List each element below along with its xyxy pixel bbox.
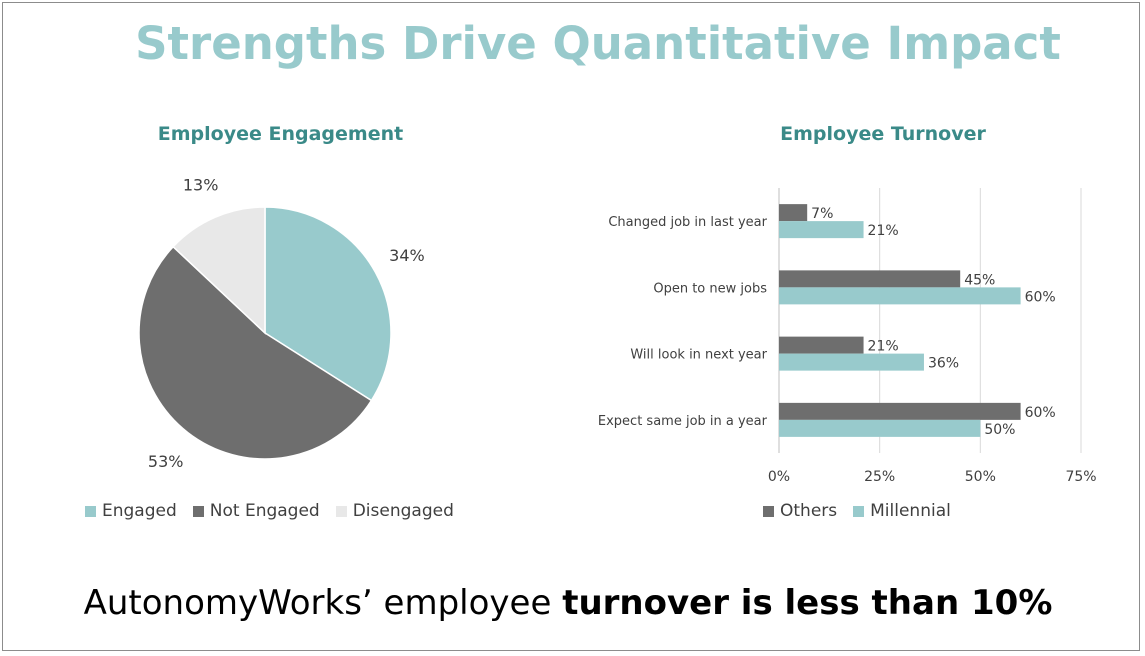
bar-millennial-open-to-new-jobs [779, 287, 1021, 305]
bar-millennial-changed-job-in-last-year [779, 221, 864, 239]
pie-slice-not-engaged [138, 245, 373, 460]
pie-label-engaged: 34% [389, 246, 425, 265]
legend-item-engaged: Engaged [85, 501, 177, 521]
legend-item-others: Others [763, 501, 837, 521]
slide-title: Strengths Drive Quantitative Impact [135, 17, 1061, 70]
x-tick-0: 0% [768, 469, 790, 485]
bar-label-millennial-will-look-in-next-year: 36% [928, 356, 959, 372]
bar-others-expect-same-job-in-a-year [779, 402, 1021, 420]
bar-label-millennial-changed-job-in-last-year: 21% [868, 223, 899, 239]
pie-label-disengaged: 13% [183, 175, 219, 194]
legend-label-engaged: Engaged [102, 501, 177, 521]
bar-label-others-changed-job-in-last-year: 7% [811, 206, 833, 222]
bar-others-open-to-new-jobs [779, 270, 961, 288]
legend-label-millennial: Millennial [870, 501, 951, 521]
legend-swatch-engaged [85, 505, 96, 517]
bar-legend: Others Millennial [763, 501, 967, 521]
legend-item-not-engaged: Not Engaged [192, 501, 320, 521]
y-tick-open-to-new-jobs: Open to new jobs [653, 281, 767, 296]
footer-emphasis: turnover is less than 10% [562, 583, 1053, 623]
x-tick-50: 50% [965, 469, 996, 485]
legend-swatch-disengaged [335, 505, 347, 517]
bar-label-millennial-expect-same-job-in-a-year: 50% [984, 422, 1015, 438]
legend-label-disengaged: Disengaged [352, 501, 454, 521]
bar-others-will-look-in-next-year [779, 336, 864, 354]
footer-statement: AutonomyWorks’ employee turnover is less… [3, 583, 1133, 623]
x-tick-25: 25% [864, 469, 895, 485]
pie-slice-disengaged [172, 206, 266, 335]
bar-chart-title: Employee Turnover [780, 123, 986, 145]
footer-text: AutonomyWorks’ employee [83, 583, 563, 623]
legend-swatch-millennial [853, 505, 865, 517]
charts-canvas: 34% 53% 13% 0% 25% 50% 75% Changed job in last … [138, 175, 1097, 485]
bar-others-changed-job-in-last-year [779, 204, 808, 222]
y-tick-changed-job-in-last-year: Changed job in last year [608, 215, 767, 230]
legend-label-others: Others [780, 501, 838, 521]
bar-label-others-expect-same-job-in-a-year: 60% [1025, 405, 1056, 421]
legend-swatch-others [763, 505, 774, 517]
pie-chart-title: Employee Engagement [157, 123, 404, 145]
bar-label-others-open-to-new-jobs: 45% [964, 272, 995, 288]
legend-item-disengaged: Disengaged [335, 501, 454, 521]
y-tick-expect-same-job-in-a-year: Expect same job in a year [598, 414, 768, 429]
legend-label-not-engaged: Not Engaged [209, 501, 320, 521]
legend-swatch-not-engaged [192, 505, 204, 517]
x-tick-75: 75% [1065, 469, 1096, 485]
y-tick-will-look-in-next-year: Will look in next year [630, 348, 767, 363]
legend-item-millennial: Millennial [853, 501, 951, 521]
bar-label-millennial-open-to-new-jobs: 60% [1025, 289, 1056, 305]
bar-millennial-expect-same-job-in-a-year [779, 419, 981, 437]
pie-legend: Engaged Not Engaged Disengaged [85, 501, 470, 521]
bar-millennial-will-look-in-next-year [779, 353, 924, 371]
pie-label-not-engaged: 53% [148, 452, 184, 471]
bar-label-others-will-look-in-next-year: 21% [868, 339, 899, 355]
